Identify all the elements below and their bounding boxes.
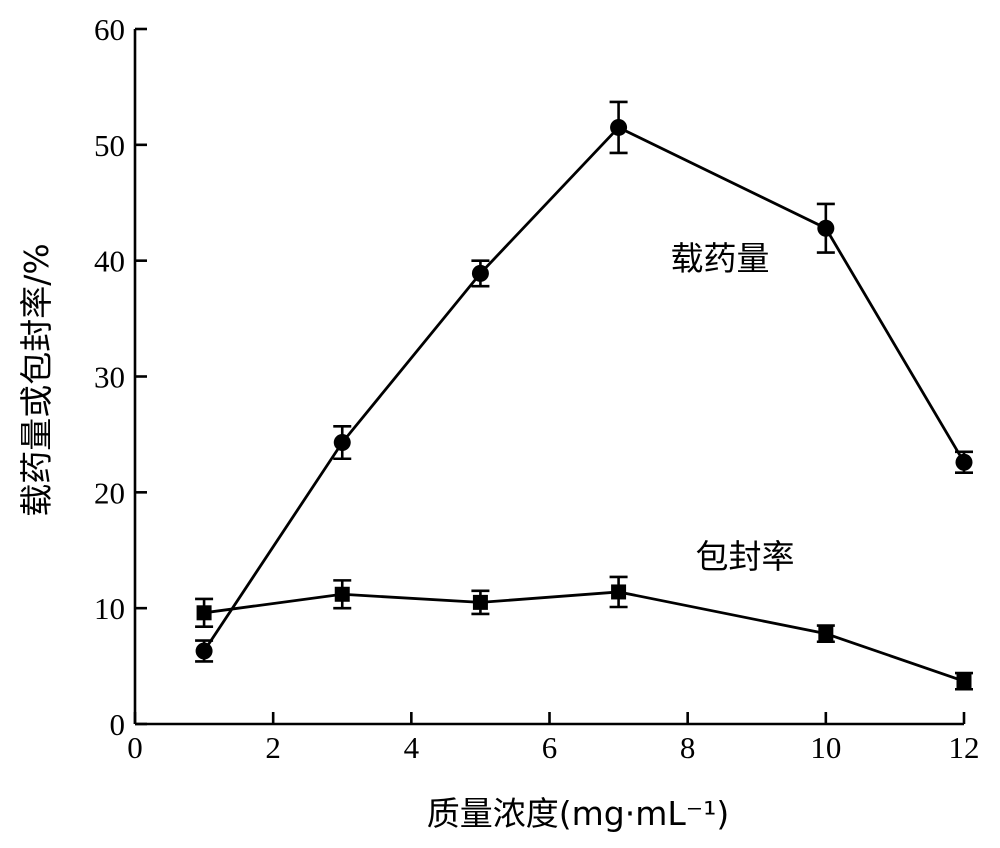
- series-line: [202, 125, 966, 652]
- x-tick-label: 6: [542, 730, 558, 765]
- axes: [133, 29, 964, 726]
- data-point-square: [472, 594, 488, 610]
- x-axis-title: 质量浓度(mg·mL⁻¹): [427, 794, 730, 833]
- x-axis-ticks: 0 2 4 6 8 10 12: [127, 712, 980, 765]
- data-point-square: [956, 673, 972, 689]
- y-axis-ticks: 0 10 20 30 40 50 60: [94, 12, 147, 742]
- data-point-circle: [333, 434, 351, 452]
- data-point-circle: [195, 642, 213, 660]
- data-point-square: [334, 586, 350, 602]
- series-label-encapsulation: 包封率: [696, 537, 795, 576]
- data-point-circle: [955, 453, 973, 471]
- y-tick-label: 30: [94, 360, 125, 395]
- x-tick-label: 12: [949, 730, 980, 765]
- y-tick-label: 60: [94, 12, 125, 47]
- x-tick-label: 10: [810, 730, 841, 765]
- series-line: [203, 590, 965, 683]
- y-tick-label: 0: [110, 707, 126, 742]
- series-layer: [195, 100, 973, 691]
- x-tick-label: 4: [404, 730, 420, 765]
- series-0: [195, 100, 973, 663]
- data-point-circle: [817, 219, 835, 237]
- x-tick-label: 8: [680, 730, 696, 765]
- data-point-square: [611, 584, 627, 600]
- data-point-circle: [610, 118, 628, 136]
- x-tick-label: 0: [127, 730, 143, 765]
- y-tick-label: 20: [94, 475, 125, 510]
- y-tick-label: 40: [94, 244, 125, 279]
- data-point-circle: [471, 264, 489, 282]
- x-tick-label: 2: [265, 730, 281, 765]
- data-point-square: [818, 626, 834, 642]
- data-point-square: [196, 605, 212, 621]
- y-axis-title: 载药量或包封率/%: [17, 243, 56, 516]
- y-tick-label: 50: [94, 128, 125, 163]
- y-tick-label: 10: [94, 591, 125, 626]
- series-1: [195, 575, 973, 691]
- series-label-drug-loading: 载药量: [671, 239, 770, 278]
